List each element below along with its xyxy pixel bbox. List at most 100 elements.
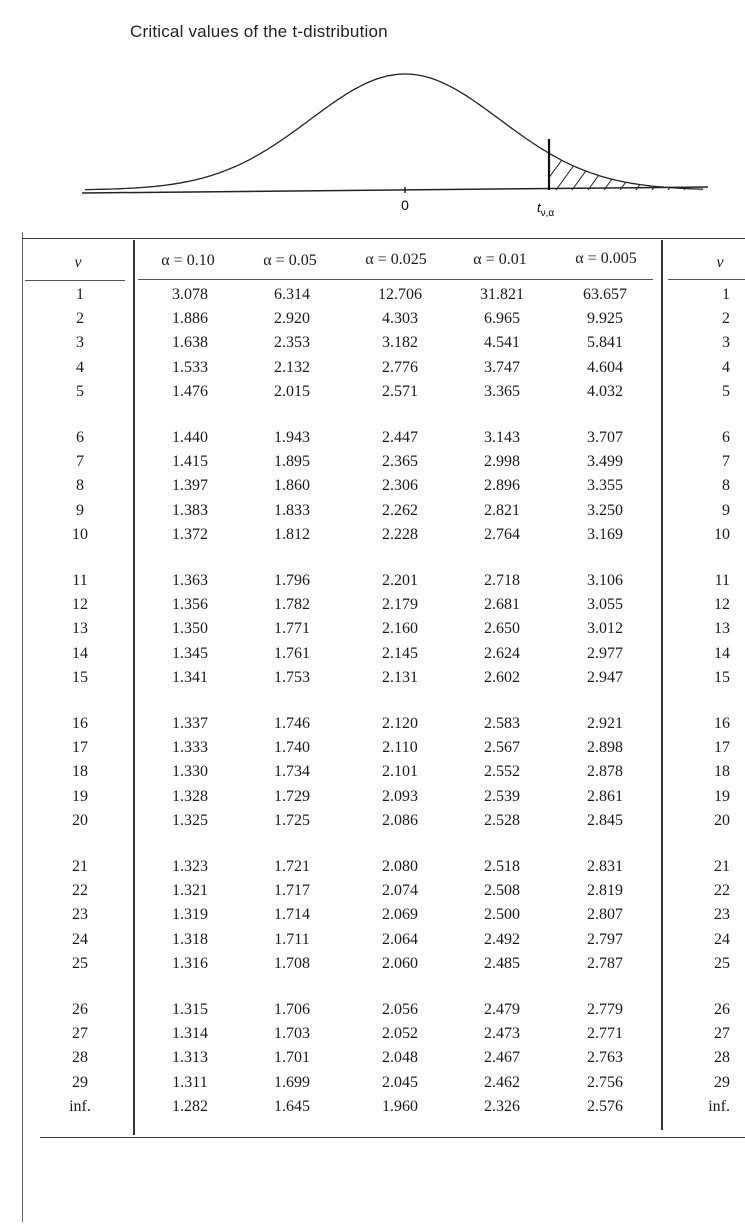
nu-value: 20 [72,811,88,829]
critical-value: 2.821 [484,501,520,519]
critical-value: 2.624 [484,644,520,662]
critical-value: 1.372 [172,525,208,543]
header-nu-left: ν [74,254,82,271]
critical-value: 2.921 [587,715,623,732]
hatch-line [716,135,745,190]
critical-value: 1.333 [172,739,208,757]
nu-value-right: 29 [714,1073,730,1091]
nu-value: 26 [72,1001,88,1018]
nu-value-right: 6 [722,429,730,446]
critical-value: 2.064 [382,930,418,948]
critical-value: 1.699 [274,1073,310,1091]
hatch-line [699,153,700,190]
critical-value: 1.721 [274,858,310,875]
critical-value: 2.567 [484,739,520,757]
nu-value: 21 [72,858,88,875]
critical-value: 3.707 [587,429,623,446]
critical-value: 3.747 [484,358,520,376]
nu-value-right: 17 [714,739,730,757]
critical-value: 3.106 [587,572,623,589]
critical-value: 1.771 [274,620,310,638]
critical-value: 1.476 [172,382,208,400]
critical-value: 2.947 [587,668,623,686]
nu-value-right: 5 [722,382,730,400]
critical-value: 2.756 [587,1073,623,1091]
hatch-line [555,153,597,190]
critical-value: 6.314 [274,286,310,303]
critical-value: 1.895 [274,453,310,471]
critical-value: 3.169 [587,525,623,543]
critical-value: 2.807 [587,906,623,924]
critical-value: 2.052 [382,1025,418,1043]
critical-value: 1.708 [274,954,310,972]
nu-value: 16 [72,715,88,732]
nu-value-right: 22 [714,882,730,900]
critical-value: 3.499 [587,453,623,471]
critical-value: 3.250 [587,501,623,519]
critical-value: 1.711 [274,930,310,948]
header-underline-right [668,279,745,280]
nu-value: 2 [76,310,84,328]
nu-value-right: 26 [714,1001,730,1018]
critical-value: 2.045 [382,1073,418,1091]
critical-value: 1.734 [274,763,310,781]
critical-value: 2.201 [382,572,418,589]
nu-value: 18 [72,763,88,781]
critical-value: 1.753 [274,668,310,686]
critical-value: 1.363 [172,572,208,589]
nu-value: 27 [72,1025,88,1043]
hatch-line [651,153,693,190]
nu-value-right: 15 [714,668,730,686]
left-column-divider [133,240,135,1135]
critical-value: 2.080 [382,858,418,875]
tail-hatching [549,135,745,190]
critical-value: 2.681 [484,596,520,614]
nu-value-right: 1 [722,286,730,303]
critical-value: 2.779 [587,1001,623,1018]
critical-value: 1.440 [172,429,208,446]
critical-value: 1.313 [172,1049,208,1067]
critical-value: 1.645 [274,1097,310,1115]
header-underline-left [25,280,125,281]
density-curve [85,73,704,191]
critical-value: 1.337 [172,715,208,732]
critical-value: 63.657 [583,286,627,303]
critical-value: 4.541 [484,334,520,352]
critical-value: 2.056 [382,1001,418,1018]
critical-value: 1.318 [172,930,208,948]
critical-value: 6.965 [484,310,520,328]
critical-value: 1.782 [274,596,310,614]
nu-value-right: 7 [722,453,730,471]
critical-value: 2.552 [484,763,520,781]
critical-value: 2.447 [382,429,418,446]
nu-value-right: 19 [714,787,730,805]
header-alpha-0.10: α = 0.10 [161,252,215,269]
critical-value: 3.055 [587,596,623,614]
table-bottom-rule [40,1137,745,1138]
nu-value-right: 2 [722,310,730,328]
critical-value: 12.706 [378,286,422,303]
critical-value: 1.703 [274,1025,310,1043]
header-alpha-0.025: α = 0.025 [365,251,427,268]
critical-value: 1.943 [274,429,310,446]
critical-value: 2.120 [382,715,418,732]
critical-value: 2.179 [382,596,418,614]
nu-value: 3 [76,334,84,352]
header-alpha-0.005: α = 0.005 [575,250,637,267]
critical-value: 1.315 [172,1001,208,1018]
header-alpha-0.05: α = 0.05 [263,252,317,269]
critical-value: 1.714 [274,906,310,924]
hatch-line [635,153,677,190]
critical-value: 4.032 [587,382,623,400]
header-underline-mid [138,279,653,280]
nu-value: 19 [72,787,88,805]
nu-value-right: 12 [714,596,730,614]
critical-value: 1.746 [274,715,310,732]
critical-value: 2.110 [382,739,418,757]
nu-value-right: 20 [714,811,730,829]
critical-value: 1.717 [274,882,310,900]
critical-value: 2.093 [382,787,418,805]
critical-value: 2.845 [587,811,623,829]
critical-value: 2.650 [484,620,520,638]
critical-value: 2.763 [587,1049,623,1067]
